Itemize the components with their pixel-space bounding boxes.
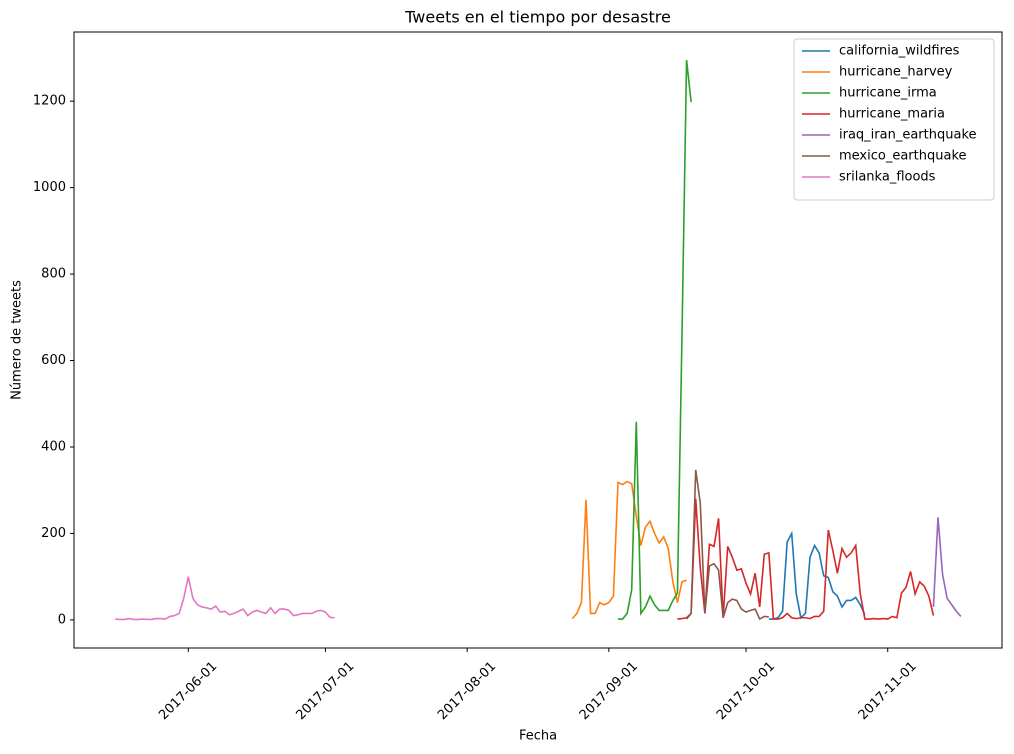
data-line [618, 60, 692, 620]
legend-box [793, 38, 995, 201]
legend-label: iraq_iran_earthquake [839, 128, 977, 143]
legend-label: california_wildfires [839, 44, 960, 59]
y-tick-label: 800 [41, 267, 66, 282]
x-tick-label: 2017-08-01 [435, 659, 499, 723]
x-tick-label: 2017-09-01 [577, 659, 641, 723]
y-tick-label: 200 [41, 526, 66, 541]
x-tick-label: 2017-11-01 [856, 659, 920, 723]
legend-label: hurricane_maria [839, 107, 945, 122]
legend-label: hurricane_irma [839, 86, 937, 101]
y-axis-label: Número de tweets [10, 280, 25, 400]
data-line [115, 576, 335, 621]
x-tick-label: 2017-10-01 [714, 659, 778, 723]
data-line [685, 469, 769, 621]
legend-label: srilanka_floods [839, 170, 936, 185]
x-axis-label: Fecha [519, 729, 557, 744]
y-tick-label: 600 [41, 353, 66, 368]
data-line [768, 530, 866, 620]
data-line [677, 498, 935, 620]
data-line [571, 480, 687, 620]
chart-title: Tweets en el tiempo por desastre [404, 8, 671, 27]
y-tick-label: 400 [41, 439, 66, 454]
data-line [932, 517, 962, 617]
legend-label: hurricane_harvey [839, 65, 953, 80]
plot-frame [73, 31, 1003, 649]
x-tick-label: 2017-06-01 [156, 659, 220, 723]
y-tick-label: 1200 [33, 94, 66, 109]
y-tick-label: 0 [58, 612, 66, 627]
legend-label: mexico_earthquake [839, 149, 967, 164]
y-tick-label: 1000 [33, 180, 66, 195]
x-tick-label: 2017-07-01 [293, 659, 357, 723]
